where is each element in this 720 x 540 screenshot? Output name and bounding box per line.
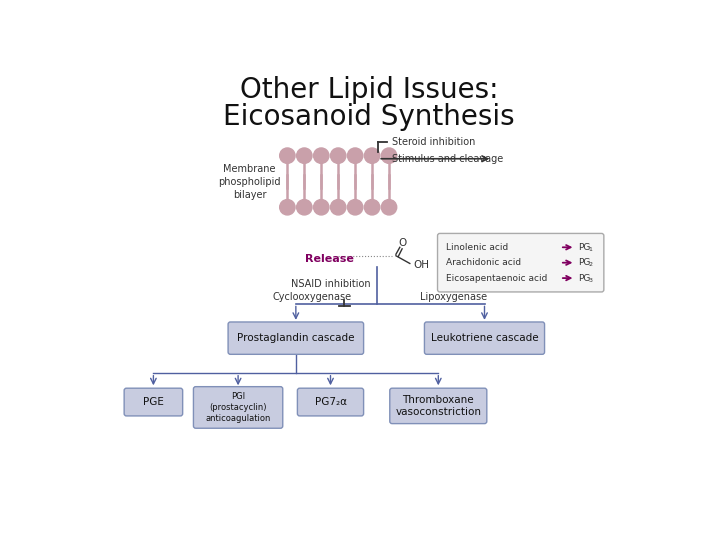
FancyBboxPatch shape <box>124 388 183 416</box>
Circle shape <box>279 200 295 215</box>
Text: 3: 3 <box>588 278 593 283</box>
Text: Thromboxane
vasoconstriction: Thromboxane vasoconstriction <box>395 395 481 417</box>
Text: Arachidonic acid: Arachidonic acid <box>446 258 521 267</box>
Circle shape <box>348 200 363 215</box>
Text: Leukotriene cascade: Leukotriene cascade <box>431 333 539 343</box>
Text: Prostaglandin cascade: Prostaglandin cascade <box>237 333 355 343</box>
Text: Eicosapentaenoic acid: Eicosapentaenoic acid <box>446 274 547 282</box>
Text: Membrane
phospholipid
bilayer: Membrane phospholipid bilayer <box>218 164 281 200</box>
Circle shape <box>314 200 329 215</box>
Text: Eicosanoid Synthesis: Eicosanoid Synthesis <box>223 103 515 131</box>
Circle shape <box>364 200 379 215</box>
Circle shape <box>297 148 312 164</box>
FancyBboxPatch shape <box>297 388 364 416</box>
Text: PGI
(prostacyclin)
anticoagulation: PGI (prostacyclin) anticoagulation <box>205 392 271 423</box>
Circle shape <box>382 200 397 215</box>
Circle shape <box>279 148 295 164</box>
Text: NSAID inhibition: NSAID inhibition <box>291 279 370 289</box>
Text: PG: PG <box>578 258 591 267</box>
Circle shape <box>348 148 363 164</box>
Text: Release: Release <box>305 254 354 264</box>
Text: Stimulus and cleavage: Stimulus and cleavage <box>392 154 503 164</box>
Text: O: O <box>398 239 406 248</box>
Text: Linolenic acid: Linolenic acid <box>446 243 508 252</box>
Circle shape <box>382 148 397 164</box>
Circle shape <box>297 200 312 215</box>
Circle shape <box>314 148 329 164</box>
FancyBboxPatch shape <box>390 388 487 423</box>
Text: 2: 2 <box>588 262 593 267</box>
Text: Steroid inhibition: Steroid inhibition <box>392 137 475 147</box>
FancyBboxPatch shape <box>438 233 604 292</box>
Text: PG: PG <box>578 243 591 252</box>
Circle shape <box>330 148 346 164</box>
Text: PG: PG <box>578 274 591 282</box>
Circle shape <box>330 200 346 215</box>
FancyBboxPatch shape <box>228 322 364 354</box>
Text: OH: OH <box>413 260 429 270</box>
FancyBboxPatch shape <box>425 322 544 354</box>
Text: 1: 1 <box>588 247 593 252</box>
Text: Lipoxygenase: Lipoxygenase <box>420 292 487 302</box>
Circle shape <box>364 148 379 164</box>
Text: Other Lipid Issues:: Other Lipid Issues: <box>240 76 498 104</box>
Text: Cyclooxygenase: Cyclooxygenase <box>272 292 351 302</box>
FancyBboxPatch shape <box>194 387 283 428</box>
Text: PGE: PGE <box>143 397 164 407</box>
Text: PG7₂α: PG7₂α <box>315 397 346 407</box>
